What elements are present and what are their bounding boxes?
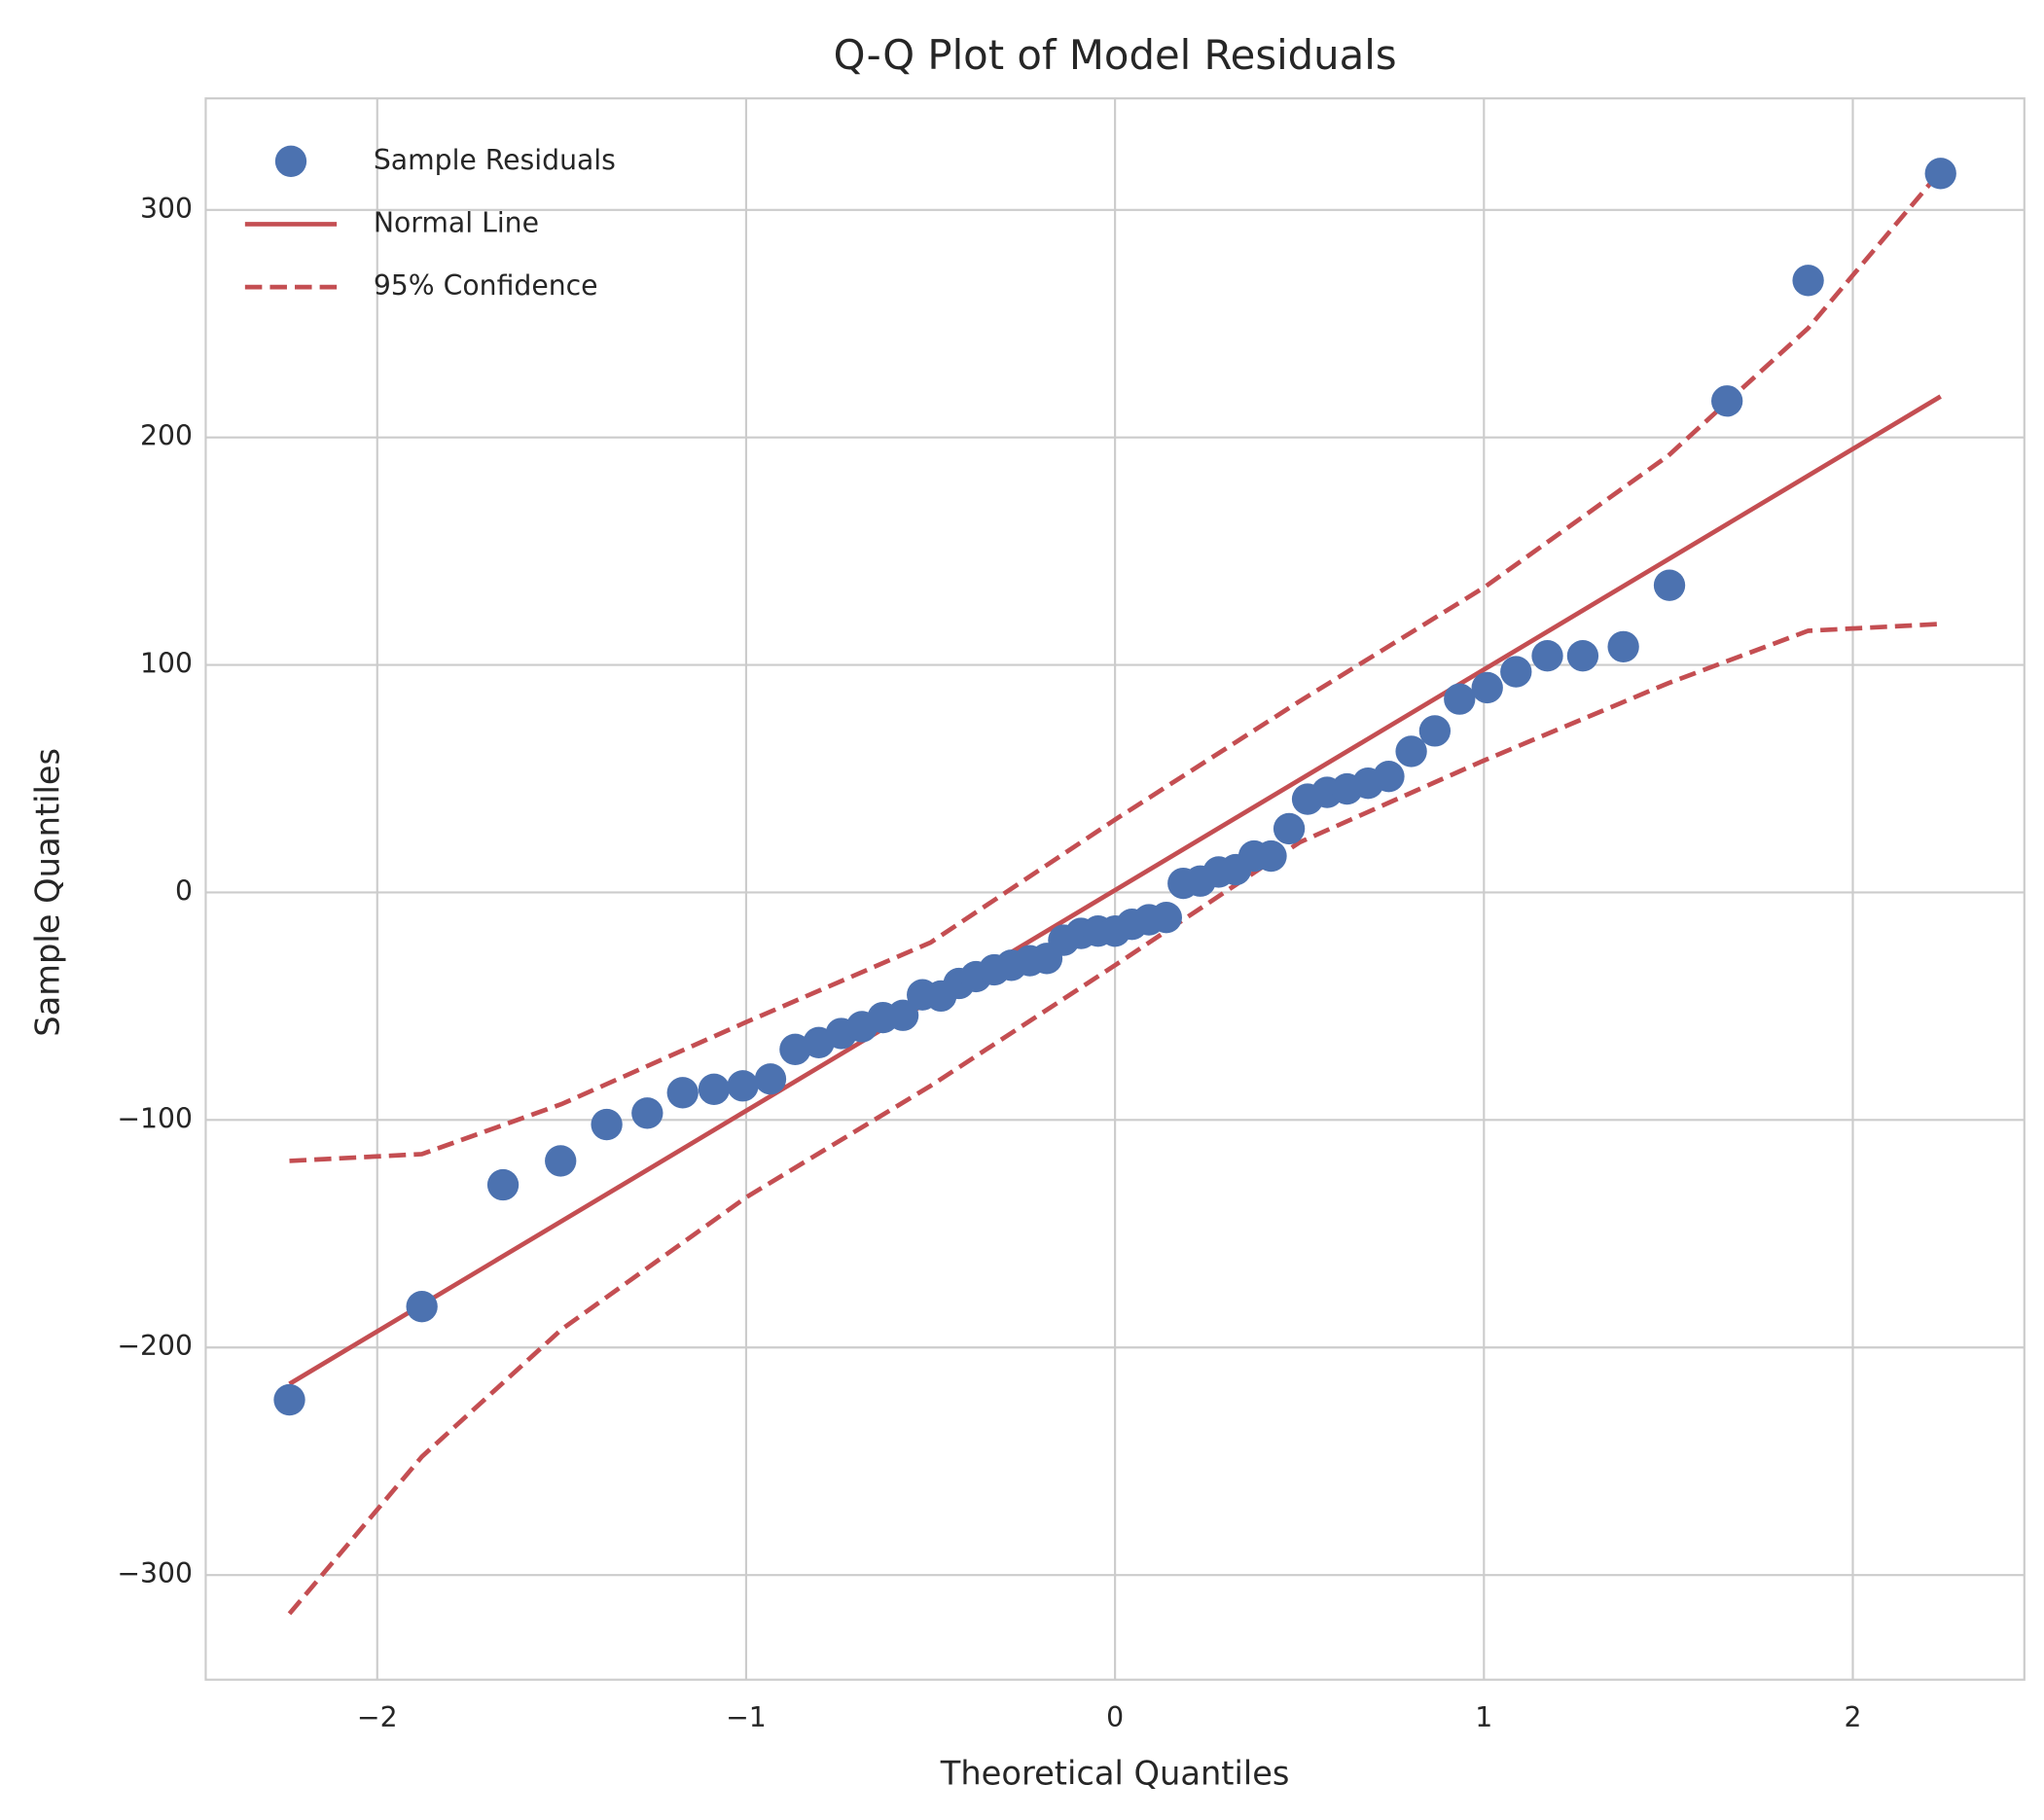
point xyxy=(406,1290,438,1323)
point xyxy=(1418,715,1452,747)
point xyxy=(1395,735,1427,767)
confidence-lower xyxy=(287,622,1941,1616)
chart-title: Q-Q Plot of Model Residuals xyxy=(834,31,1397,79)
point xyxy=(631,1097,663,1129)
point xyxy=(1150,902,1182,934)
y-tick-label: −100 xyxy=(117,1102,193,1134)
plot-frame xyxy=(204,97,2026,1681)
point xyxy=(1924,158,1956,190)
point xyxy=(1792,265,1824,297)
point xyxy=(1444,683,1476,715)
point xyxy=(1255,839,1287,873)
legend-label: 95% Confidence xyxy=(374,269,598,302)
point xyxy=(727,1070,759,1102)
point xyxy=(1607,630,1639,663)
point xyxy=(698,1073,731,1105)
point xyxy=(1566,640,1599,672)
y-tick-label: 100 xyxy=(140,648,193,680)
point xyxy=(591,1108,623,1141)
normal-line xyxy=(288,394,1942,1386)
y-tick-label: 200 xyxy=(140,420,193,452)
point xyxy=(545,1145,577,1177)
y-tick-label: 0 xyxy=(175,874,193,907)
point xyxy=(273,1383,305,1416)
point xyxy=(754,1063,787,1095)
point xyxy=(779,1033,811,1066)
point xyxy=(1531,640,1563,672)
x-tick-label: 2 xyxy=(1844,1701,1861,1733)
point xyxy=(1711,385,1743,417)
x-tick-label: 1 xyxy=(1475,1701,1492,1733)
y-tick-label: −300 xyxy=(117,1557,193,1589)
y-tick-label: −200 xyxy=(117,1330,193,1362)
x-axis-label: Theoretical Quantiles xyxy=(940,1755,1290,1793)
y-tick-label: 300 xyxy=(140,193,193,225)
y-axis-label: Sample Quantiles xyxy=(29,748,67,1037)
legend-label: Sample Residuals xyxy=(374,144,616,176)
x-tick-label: −2 xyxy=(357,1701,398,1733)
point xyxy=(1500,656,1532,688)
point xyxy=(1373,761,1405,793)
confidence-upper xyxy=(289,169,1943,1163)
x-tick-label: −1 xyxy=(726,1701,767,1733)
x-tick-label: 0 xyxy=(1106,1701,1124,1733)
legend-label: Normal Line xyxy=(374,206,539,238)
point xyxy=(1471,671,1503,704)
point xyxy=(486,1168,520,1201)
point xyxy=(1653,569,1686,601)
point xyxy=(1273,812,1306,845)
point xyxy=(886,999,919,1031)
point xyxy=(666,1077,699,1109)
legend-marker xyxy=(274,145,307,177)
